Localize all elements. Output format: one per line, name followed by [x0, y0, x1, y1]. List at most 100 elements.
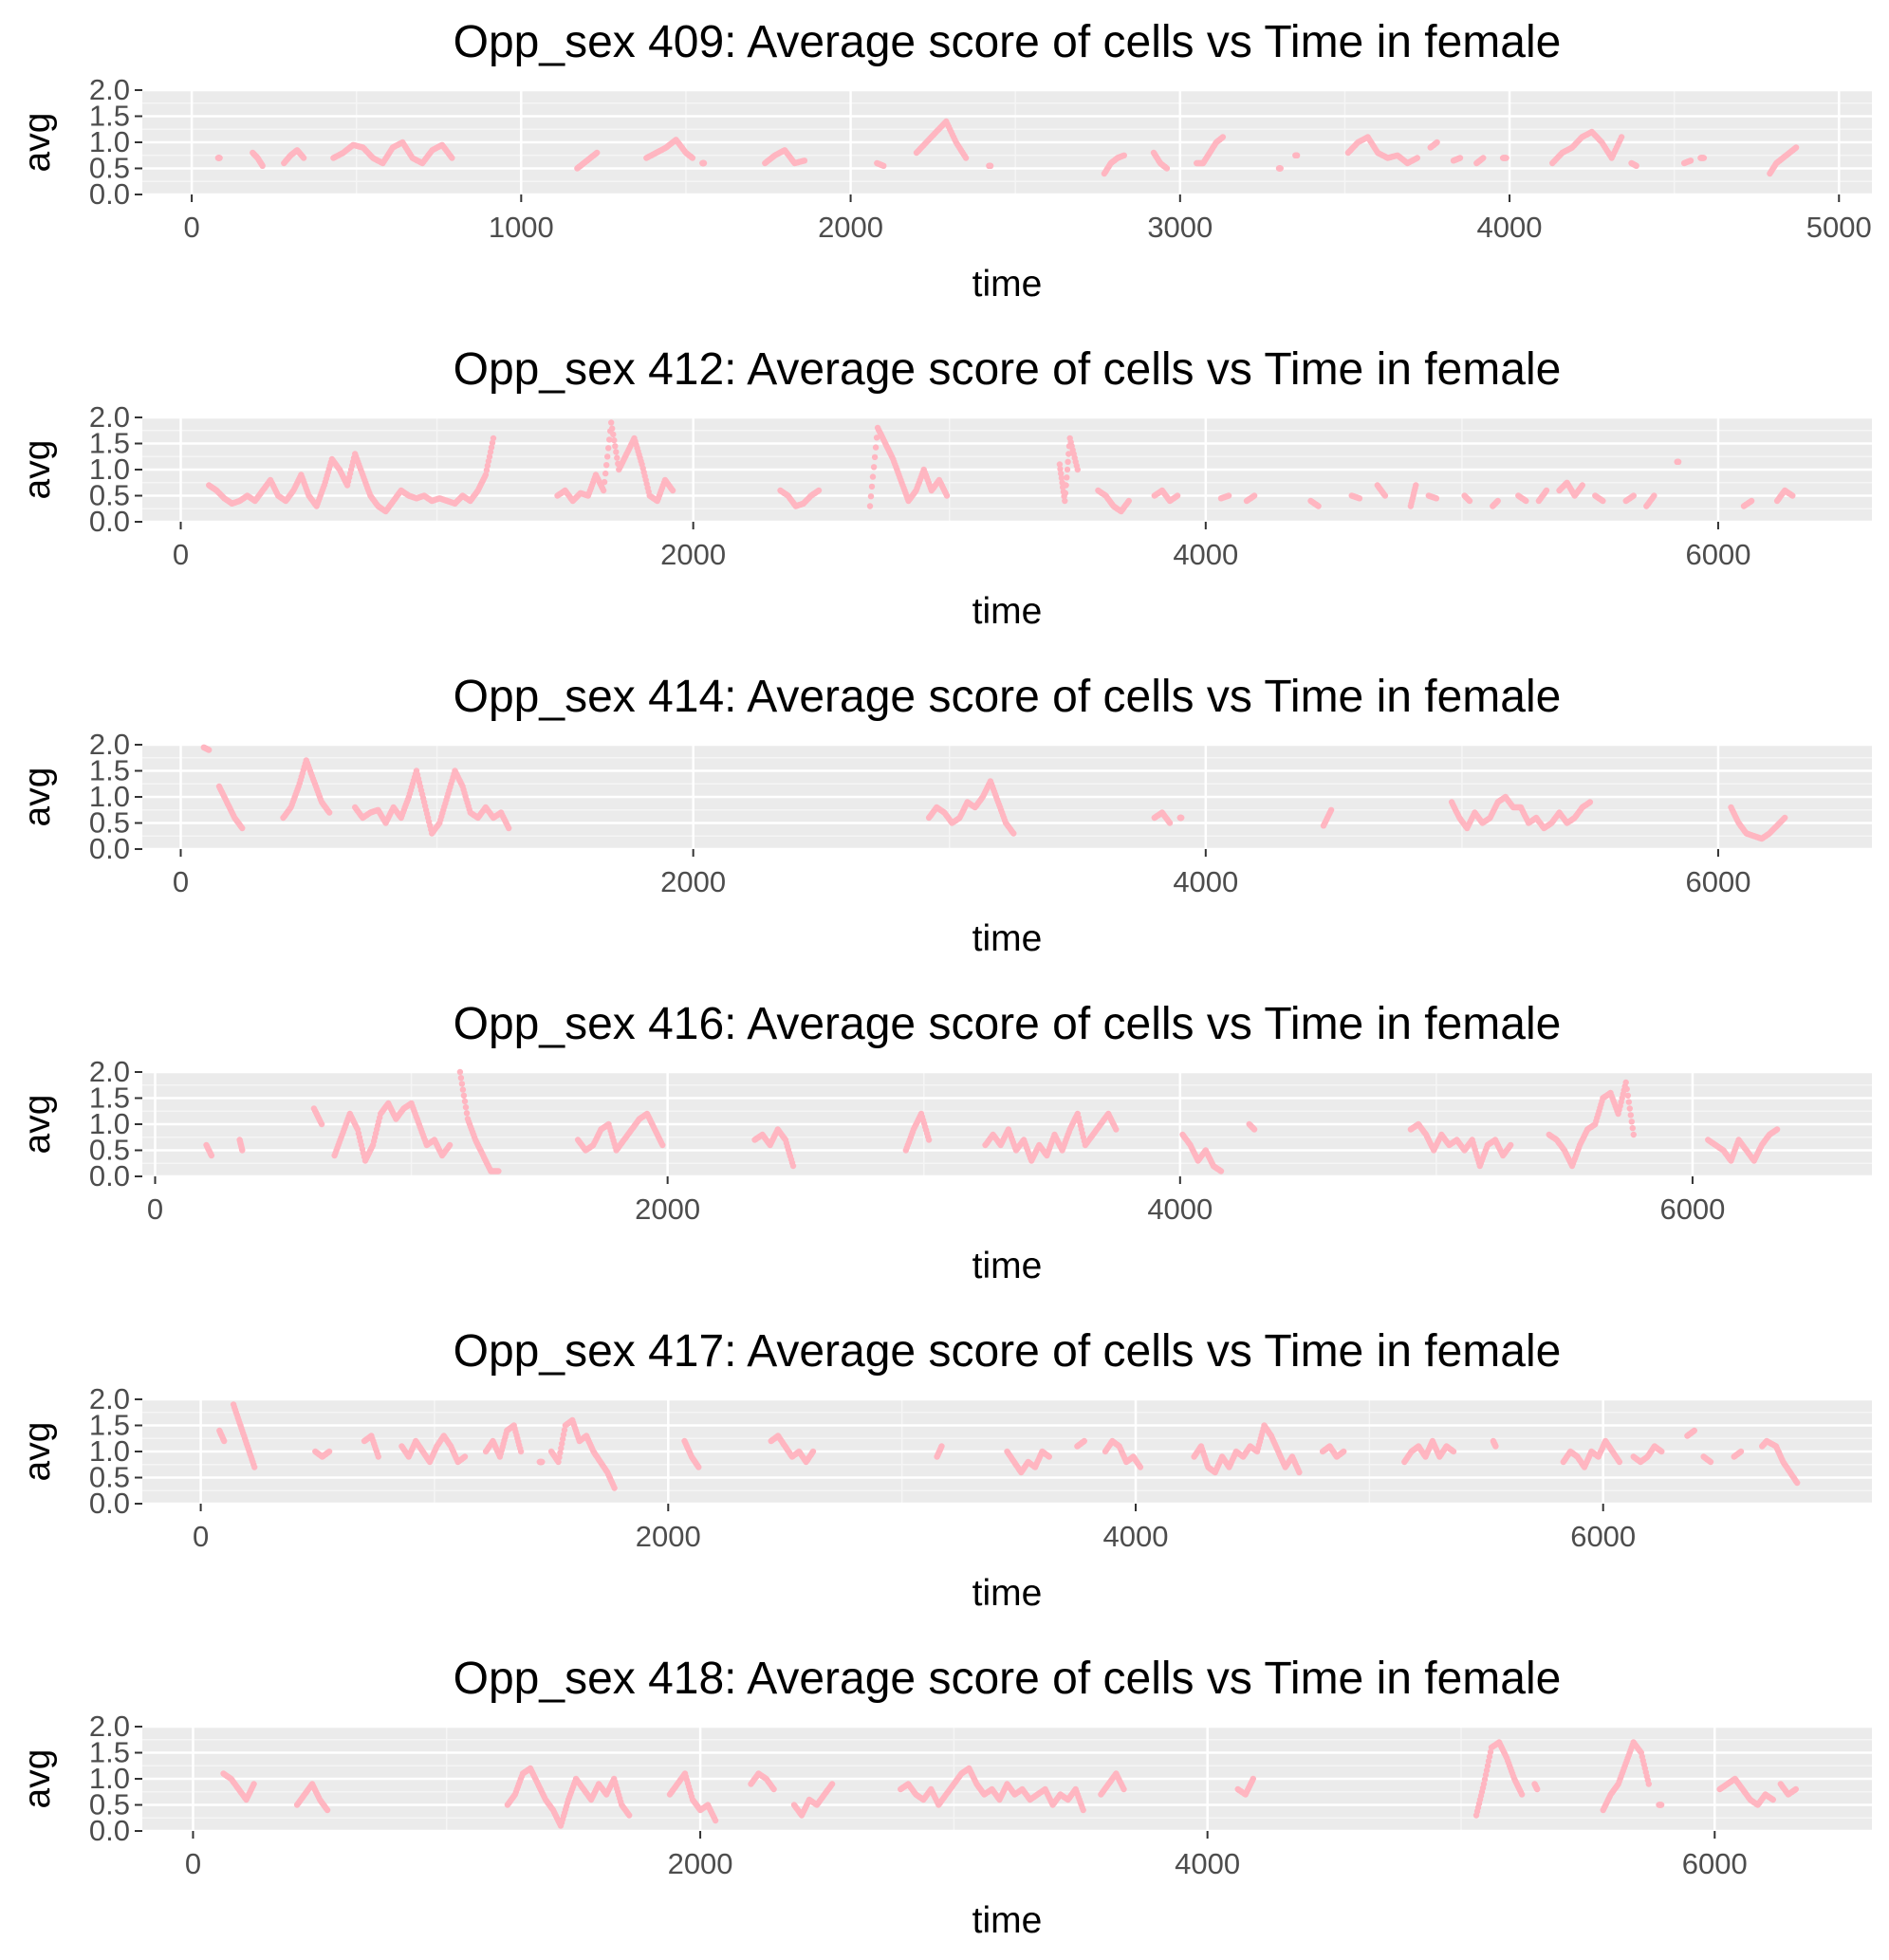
data-point — [695, 1464, 702, 1470]
x-axis-title: time — [972, 1573, 1043, 1614]
data-point — [487, 449, 494, 455]
x-tick-label: 0 — [147, 1193, 163, 1226]
data-point — [1414, 155, 1421, 161]
data-point — [871, 453, 879, 461]
data-point — [1586, 799, 1594, 805]
data-point — [828, 1781, 836, 1787]
data-point — [1381, 492, 1389, 499]
chart-title: Opp_sex 417: Average score of cells vs T… — [454, 1326, 1562, 1377]
y-tick-label: 2.0 — [89, 1710, 130, 1743]
data-point — [490, 435, 497, 442]
data-point — [1010, 830, 1017, 837]
data-point — [1623, 1085, 1630, 1093]
data-point — [483, 467, 491, 473]
data-point — [1700, 155, 1708, 161]
data-point — [1058, 474, 1065, 482]
y-tick-label: 0.5 — [89, 806, 130, 840]
data-point — [712, 1817, 719, 1824]
data-point — [1675, 458, 1682, 465]
x-tick-label: 2000 — [818, 211, 883, 244]
data-point — [1296, 1469, 1303, 1476]
y-axis-title: avg — [17, 440, 58, 500]
chart-panel: 0 1000 2000 3000 4000 5000 0.00.51.01.52.0 Opp_… — [17, 17, 1872, 305]
data-point — [1630, 492, 1638, 499]
data-point — [1174, 492, 1181, 499]
y-tick-label: 1.5 — [89, 754, 130, 787]
data-point — [1769, 1796, 1777, 1803]
data-point — [605, 445, 612, 452]
x-tick-label: 1000 — [489, 211, 554, 244]
data-point — [613, 449, 620, 455]
data-point — [1081, 1437, 1088, 1445]
data-point — [1434, 139, 1440, 146]
x-axis-title: time — [972, 1246, 1043, 1286]
data-point — [1625, 1099, 1633, 1105]
data-point — [1113, 1126, 1120, 1133]
data-point — [1166, 820, 1174, 826]
x-tick-label: 0 — [193, 1520, 209, 1553]
data-point — [938, 1443, 945, 1450]
data-point — [459, 1086, 467, 1093]
data-point — [1503, 155, 1509, 161]
data-point — [1065, 451, 1072, 457]
x-tick-label: 6000 — [1570, 1520, 1636, 1553]
data-point — [1341, 1448, 1347, 1455]
x-axis-title: time — [972, 591, 1043, 632]
data-point — [601, 478, 608, 486]
y-tick-label: 2.0 — [89, 728, 130, 761]
data-point — [606, 436, 613, 443]
data-point — [461, 1098, 469, 1105]
data-point — [1178, 814, 1185, 822]
data-point — [1250, 1775, 1257, 1783]
data-point — [239, 1147, 246, 1154]
data-point — [594, 149, 601, 157]
data-point — [1508, 1141, 1514, 1149]
data-point — [456, 1068, 464, 1076]
data-point — [1057, 466, 1064, 472]
data-point — [318, 1120, 325, 1128]
data-point — [1629, 1124, 1637, 1132]
data-point — [1658, 1448, 1665, 1455]
data-point — [943, 492, 951, 499]
data-point — [809, 1448, 817, 1455]
y-axis-title: avg — [17, 1749, 58, 1809]
data-point — [1219, 134, 1227, 140]
data-point — [1707, 1458, 1714, 1466]
data-point — [614, 454, 620, 461]
data-point — [324, 1806, 331, 1814]
data-point — [815, 487, 823, 494]
data-point — [801, 157, 808, 164]
data-points — [206, 419, 1796, 515]
data-point — [1687, 157, 1695, 164]
y-tick-label: 0.0 — [89, 832, 130, 865]
y-axis-title: avg — [17, 1422, 58, 1482]
x-tick-label: 6000 — [1685, 865, 1750, 898]
data-point — [1633, 162, 1639, 169]
y-tick-label: 0.5 — [89, 152, 130, 185]
data-point — [489, 439, 496, 446]
data-point — [770, 1785, 777, 1793]
chart-panel: 0 2000 4000 6000 0.00.51.01.52.0 Opp_sex 412:… — [17, 344, 1872, 632]
x-tick-label: 6000 — [1682, 1847, 1748, 1880]
x-tick-label: 0 — [185, 1847, 201, 1880]
data-point — [449, 155, 455, 161]
data-point — [600, 487, 607, 494]
data-point — [221, 1437, 228, 1445]
x-tick-label: 0 — [183, 211, 199, 244]
data-point — [1626, 1105, 1634, 1112]
data-point — [1080, 1806, 1086, 1814]
data-point — [326, 809, 333, 816]
data-point — [602, 470, 609, 477]
data-point — [482, 472, 490, 478]
data-point — [611, 436, 618, 444]
data-point — [1250, 1126, 1258, 1133]
data-points — [200, 744, 1788, 842]
x-tick-label: 2000 — [660, 865, 726, 898]
data-point — [1645, 1781, 1653, 1787]
data-point — [1651, 492, 1658, 499]
data-point — [539, 1458, 546, 1466]
y-tick-label: 1.0 — [89, 780, 130, 813]
data-point — [239, 824, 246, 832]
data-point — [1782, 814, 1788, 822]
